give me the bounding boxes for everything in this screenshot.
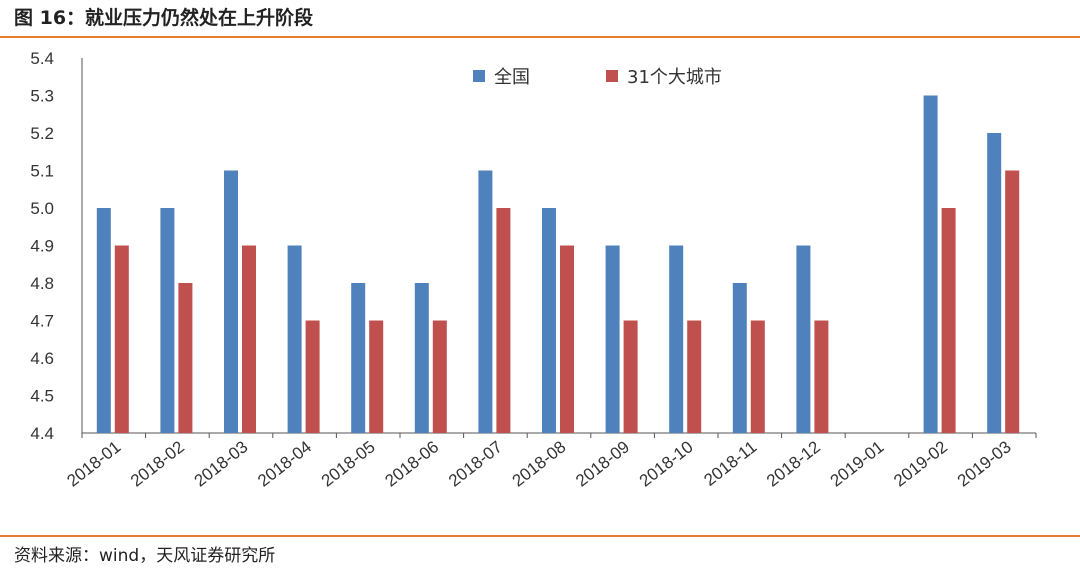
x-axis-ticks: 2018-01 2018-02 2018-03 2018-04 2018-05 2018-… (63, 433, 1037, 491)
bar-31-cities (305, 320, 320, 433)
bar-31-cities (114, 245, 129, 433)
bar-national (796, 245, 811, 433)
bar-national (923, 95, 938, 433)
x-tick-label: 2018-07 (445, 437, 506, 490)
x-tick-label: 2018-01 (63, 437, 124, 490)
bar-national (351, 283, 366, 433)
y-tick-label: 4.4 (30, 424, 54, 443)
x-tick-label: 2018-12 (763, 437, 824, 490)
bottom-divider (0, 535, 1080, 537)
x-tick-label: 2018-02 (127, 437, 188, 490)
legend: 全国 31个大城市 (473, 67, 722, 88)
bar-national (987, 133, 1002, 433)
source-note: 资料来源：wind，天风证券研究所 (14, 546, 276, 566)
x-tick-label: 2018-08 (509, 437, 570, 490)
bar-national (414, 283, 429, 433)
bar-31-cities (242, 245, 256, 433)
legend-label-31-cities: 31个大城市 (627, 67, 722, 88)
x-tick-label: 2018-11 (700, 437, 760, 490)
x-tick-label: 2018-05 (318, 437, 379, 490)
bar-31-cities (369, 320, 384, 433)
bars-group (96, 95, 1020, 433)
bar-31-cities (750, 320, 765, 433)
bar-31-cities (623, 320, 638, 433)
y-tick-label: 5.1 (30, 162, 54, 181)
y-tick-label: 5.3 (30, 87, 54, 106)
bar-national (160, 208, 175, 433)
figure-title: 图 16：就业压力仍然处在上升阶段 (14, 7, 314, 29)
bar-31-cities (178, 283, 193, 433)
bar-national (224, 170, 238, 433)
x-tick-label: 2018-03 (191, 437, 252, 490)
bar-31-cities (941, 208, 956, 433)
x-tick-label: 2018-10 (636, 437, 697, 490)
y-tick-label: 4.5 (30, 387, 54, 406)
bar-national (669, 245, 684, 433)
top-divider (0, 36, 1080, 38)
legend-swatch-national (473, 70, 485, 82)
bar-chart: 4.4 4.5 4.6 4.7 4.8 4.9 5.0 5.1 5.2 5.3 5.4 2018-0… (30, 49, 1037, 491)
bar-national (478, 170, 493, 433)
bar-31-cities (814, 320, 829, 433)
bar-national (287, 245, 302, 433)
bar-31-cities (496, 208, 511, 433)
bar-31-cities (687, 320, 702, 433)
legend-swatch-31-cities (606, 70, 618, 82)
bar-national (605, 245, 620, 433)
x-tick-label: 2019-01 (827, 437, 888, 490)
bar-31-cities (560, 245, 574, 433)
x-tick-label: 2019-02 (890, 437, 951, 490)
x-tick-label: 2018-09 (572, 437, 633, 490)
bar-31-cities (1005, 170, 1020, 433)
y-tick-label: 5.4 (30, 49, 54, 68)
y-tick-label: 5.0 (30, 199, 54, 218)
legend-label-national: 全国 (494, 67, 530, 88)
x-tick-label: 2019-03 (954, 437, 1015, 490)
x-tick-label: 2018-04 (254, 437, 315, 490)
y-axis-ticks: 4.4 4.5 4.6 4.7 4.8 4.9 5.0 5.1 5.2 5.3 5.4 (30, 49, 54, 443)
y-tick-label: 5.2 (30, 124, 54, 143)
y-tick-label: 4.8 (30, 274, 54, 293)
bar-national (96, 208, 111, 433)
y-tick-label: 4.6 (30, 349, 54, 368)
y-tick-label: 4.7 (30, 312, 54, 331)
bar-31-cities (432, 320, 447, 433)
bar-national (542, 208, 556, 433)
bar-national (732, 283, 747, 433)
x-tick-label: 2018-06 (381, 437, 442, 490)
y-tick-label: 4.9 (30, 237, 54, 256)
